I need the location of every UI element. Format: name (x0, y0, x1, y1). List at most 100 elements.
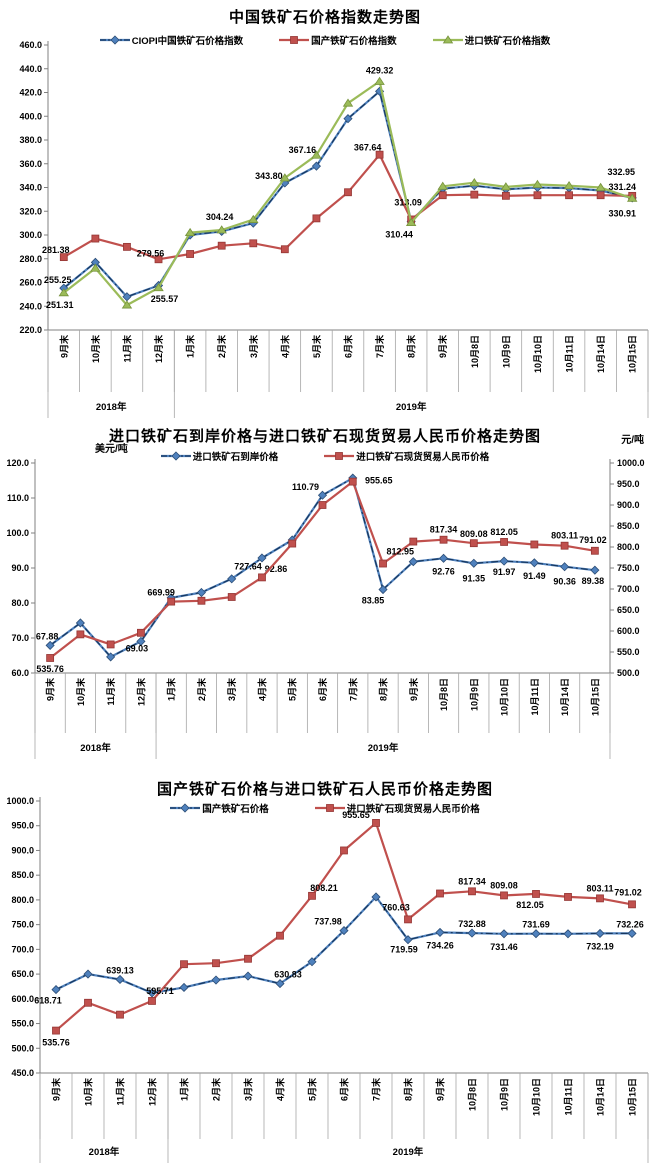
triangle-marker (121, 300, 133, 309)
right-axis-tick-label: 700.0 (617, 584, 640, 594)
data-label: 343.80 (255, 171, 283, 181)
square-marker (532, 890, 540, 898)
diamond-marker (469, 558, 479, 568)
category-axis: 9月末 10月末 11月末 12月末 1月末 2月末 3月末 4月末 5月末 6月末 7月末 8月末 9… (47, 330, 649, 418)
category-label: 1月末 (166, 677, 177, 701)
category-label: 9月末 (437, 334, 448, 358)
data-label: 731.69 (522, 920, 550, 930)
data-label: 330.91 (608, 208, 636, 218)
data-label: 731.46 (490, 942, 518, 952)
triangle-marker (216, 225, 227, 234)
category-label: 10月11日 (530, 678, 540, 716)
square-marker (280, 245, 289, 254)
legend-item: CIOPI中国铁矿石价格指数 (99, 33, 243, 47)
data-label: 255.57 (151, 294, 179, 304)
right-axis-tick-label: 650.0 (617, 605, 640, 615)
category-label: 6月末 (317, 677, 328, 701)
diamond-marker (307, 957, 317, 967)
chart-canvas-index: 220.0 240.0 260.0 280.0 300.0 320.0 340.0 360.0… (19, 40, 649, 418)
square-marker (379, 559, 387, 568)
category-label: 9月末 (408, 677, 419, 701)
diamond-legend-icon (160, 451, 191, 461)
square-marker (439, 535, 448, 544)
data-label: 727.64 (234, 561, 262, 571)
square-legend-icon (279, 36, 310, 44)
series-2: 251.31 255.57 304.24 367.16 429.32 310.44 330.… (46, 65, 638, 310)
series-1: 535.76 669.99 727.64 955.65 812.95 817.34 809.… (36, 476, 606, 674)
legend-label: 进口铁矿石到岸价格 (192, 452, 279, 463)
legend-item: 国产铁矿石价格 (170, 801, 269, 815)
data-label: 817.34 (430, 525, 458, 535)
square-marker (276, 931, 284, 940)
square-marker (344, 188, 352, 197)
diamond-legend-icon (170, 803, 201, 813)
square-marker (59, 253, 68, 262)
diamond-marker (627, 928, 637, 938)
right-axis-unit-label: 元/吨 (621, 435, 644, 446)
square-marker (244, 954, 252, 963)
category-label: 2月末 (196, 677, 207, 701)
left-axis-tick-label: 340.0 (19, 183, 42, 193)
diamond-marker (378, 584, 388, 595)
square-marker (52, 1026, 60, 1035)
data-label: 83.85 (362, 596, 385, 606)
data-label: 91.35 (463, 573, 486, 583)
square-marker (560, 541, 569, 550)
left-axis-tick-label: 800.0 (11, 895, 34, 905)
chart-import-cfr-vs-rmb: 60.0 70.0 80.0 90.0 100.0 110.0 120.0 500.0 550.… (0, 420, 650, 765)
year-group-label: 2018年 (89, 1146, 120, 1158)
diamond-marker (317, 490, 328, 500)
data-label: 535.76 (36, 664, 64, 674)
square-marker (372, 819, 380, 827)
year-group-label: 2019年 (396, 401, 427, 413)
category-label: 12月末 (153, 334, 164, 363)
category-label: 10月14日 (596, 335, 606, 373)
category-label: 3月末 (248, 334, 259, 358)
data-label: 734.26 (426, 940, 454, 950)
left-axis-tick-label: 90.0 (11, 563, 29, 573)
data-label: 535.76 (42, 1038, 70, 1048)
category-label: 10月9日 (500, 1078, 510, 1111)
data-label: 304.24 (206, 212, 234, 222)
left-axis-tick-label: 950.0 (11, 821, 34, 831)
left-axis-tick-label: 850.0 (11, 870, 34, 880)
square-marker (564, 893, 572, 901)
data-label: 955.65 (365, 476, 393, 486)
series-0: 67.88 69.03 92.86 110.79 83.85 92.76 91.35 91.9… (36, 473, 604, 662)
category-label: 10月10日 (533, 335, 543, 373)
left-axis-tick-label: 300.0 (19, 230, 42, 240)
series-line (63, 153, 633, 261)
triangle-marker (248, 214, 259, 223)
data-label: 791.02 (579, 535, 607, 545)
year-group-label: 2019年 (393, 1146, 424, 1158)
data-label: 732.26 (616, 919, 644, 929)
data-label: 331.24 (608, 182, 636, 192)
category-label: 2月末 (216, 334, 227, 358)
category-label: 6月末 (339, 1077, 350, 1101)
data-label: 809.08 (460, 529, 488, 539)
year-group-label: 2018年 (96, 401, 127, 413)
category-label: 9月末 (58, 334, 69, 358)
diamond-marker (115, 974, 125, 985)
category-label: 10月11日 (564, 1078, 574, 1116)
legend-item: 进口铁矿石价格指数 (432, 33, 550, 47)
diamond-marker (590, 565, 600, 575)
square-marker (340, 846, 348, 855)
diamond-marker (179, 982, 189, 993)
category-label: 1月末 (185, 334, 196, 358)
category-label: 10月15日 (590, 678, 600, 716)
chart-title-index: 中国铁矿石价格指数走势图 (228, 9, 421, 26)
triangle-marker (90, 263, 101, 272)
diamond-marker (106, 652, 116, 662)
triangle-legend-icon (432, 35, 463, 44)
left-axis-tick-label: 100.0 (6, 528, 29, 538)
left-axis-tick-label: 400.0 (19, 111, 42, 121)
category-label: 10月9日 (469, 678, 479, 711)
category-label: 11月末 (105, 677, 116, 706)
category-label: 10月末 (90, 334, 101, 363)
diamond-marker (171, 451, 181, 461)
triangle-marker (469, 178, 480, 187)
square-marker (596, 894, 604, 903)
category-label: 10月末 (83, 1077, 94, 1106)
